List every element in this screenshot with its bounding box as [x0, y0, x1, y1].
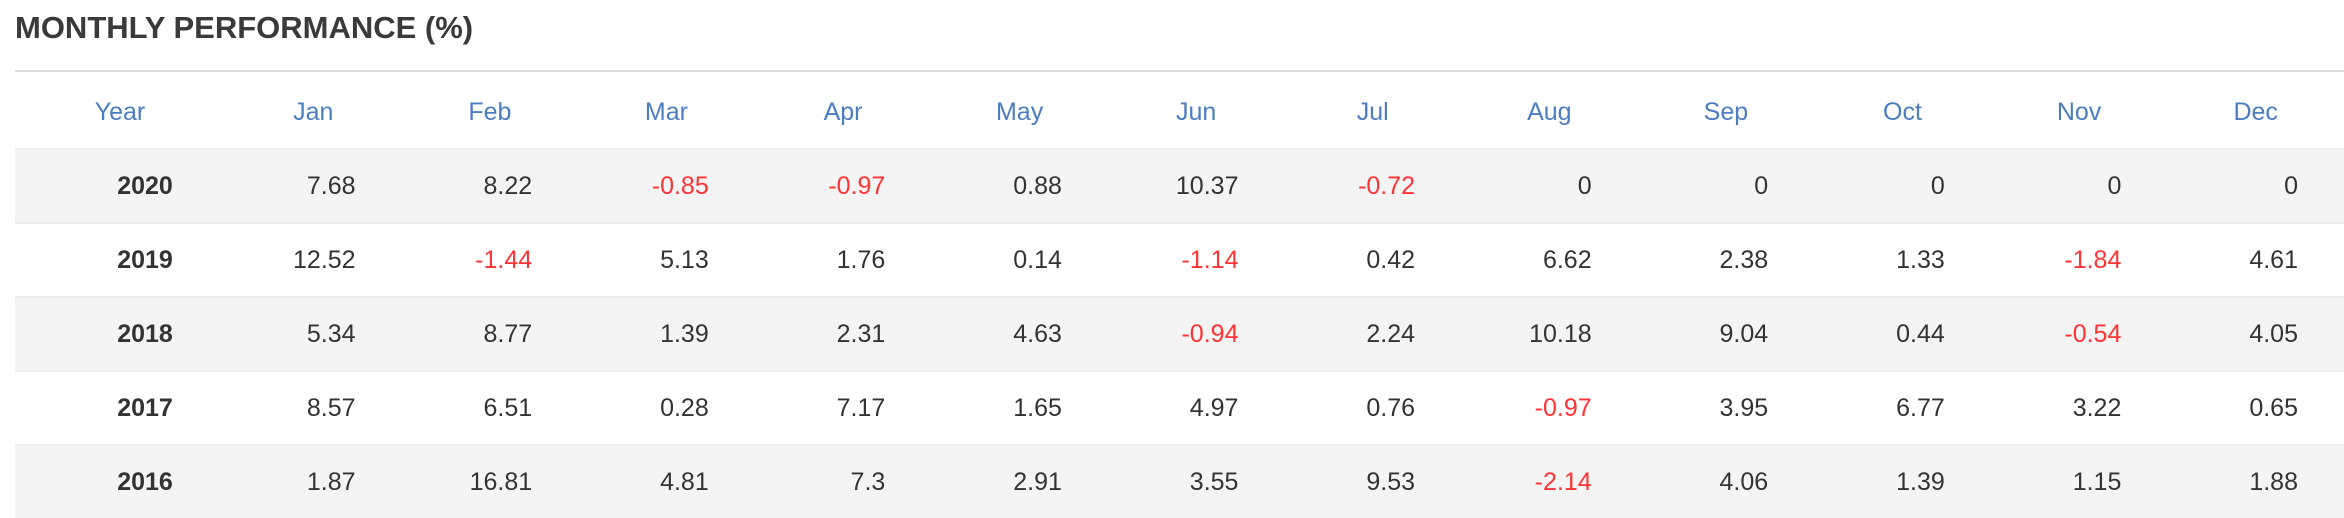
value-cell: 8.57 — [225, 370, 402, 445]
value-cell: 0.44 — [1814, 296, 1991, 371]
table-row: 2018 5.34 8.77 1.39 2.31 4.63 -0.94 2.24 10.18 9.… — [15, 296, 2344, 371]
table-row: 2016 1.87 16.81 4.81 7.3 2.91 3.55 9.53 -2.14 4.0… — [15, 444, 2344, 518]
value-cell: 0 — [1461, 148, 1638, 223]
value-cell: -0.94 — [1107, 296, 1285, 371]
column-header: Dec — [2233, 97, 2278, 126]
value-cell: 9.53 — [1284, 444, 1462, 518]
value-cell: 8.22 — [401, 148, 579, 223]
section-title: MONTHLY PERFORMANCE (%) — [15, 10, 474, 45]
value-cell: 8.77 — [401, 296, 579, 371]
value-cell: 2.31 — [754, 296, 932, 371]
value-cell: 0 — [1990, 148, 2168, 223]
value-cell: 0.65 — [2167, 370, 2344, 445]
value-cell: 6.51 — [401, 370, 579, 445]
value-cell: 4.06 — [1637, 444, 1815, 518]
value-cell: 2.38 — [1637, 222, 1815, 297]
value-cell: 1.15 — [1990, 444, 2168, 518]
value-cell: 0 — [1814, 148, 1991, 223]
value-cell: 1.39 — [1814, 444, 1991, 518]
table-row: 2020 7.68 8.22 -0.85 -0.97 0.88 10.37 -0.72 0 0 0 0… — [15, 148, 2344, 223]
column-header: Nov — [2056, 97, 2102, 126]
value-cell: -1.14 — [1107, 222, 1285, 297]
value-cell: 4.81 — [578, 444, 755, 518]
value-cell: 0.76 — [1284, 370, 1462, 445]
value-cell: 4.97 — [1107, 370, 1285, 445]
column-header: Jan — [293, 97, 334, 126]
value-cell: -2.14 — [1461, 444, 1638, 518]
table-row: 2019 12.52 -1.44 5.13 1.76 0.14 -1.14 0.42 6.62 2… — [15, 222, 2344, 297]
value-cell: 5.13 — [578, 222, 755, 297]
value-cell: 6.77 — [1814, 370, 1991, 445]
value-cell: 4.63 — [931, 296, 1108, 371]
value-cell: 2.24 — [1284, 296, 1462, 371]
column-header: Jun — [1176, 97, 1217, 126]
value-cell: 3.55 — [1107, 444, 1285, 518]
column-header: Sep — [1703, 97, 1749, 126]
value-cell: 0.88 — [931, 148, 1108, 223]
column-header: Mar — [644, 97, 688, 126]
value-cell: 1.33 — [1814, 222, 1991, 297]
value-cell: -0.97 — [1461, 370, 1638, 445]
value-cell: 1.88 — [2167, 444, 2344, 518]
value-cell: -1.84 — [1990, 222, 2168, 297]
table-body: 2020 7.68 8.22 -0.85 -0.97 0.88 10.37 -0.72 0 0 0 0… — [15, 148, 2344, 518]
column-header: Jul — [1356, 97, 1389, 126]
year-cell: 2017 — [15, 370, 225, 445]
value-cell: 0 — [2167, 148, 2344, 223]
table-row: 2017 8.57 6.51 0.28 7.17 1.65 4.97 0.76 -0.97 3.9… — [15, 370, 2344, 445]
value-cell: 7.17 — [754, 370, 932, 445]
value-cell: 12.52 — [225, 222, 402, 297]
value-cell: 0.14 — [931, 222, 1108, 297]
value-cell: 10.18 — [1461, 296, 1638, 371]
value-cell: 1.65 — [931, 370, 1108, 445]
value-cell: 4.61 — [2167, 222, 2344, 297]
value-cell: 6.62 — [1461, 222, 1638, 297]
value-cell: 10.37 — [1107, 148, 1285, 223]
value-cell: 0.42 — [1284, 222, 1462, 297]
value-cell: 2.91 — [931, 444, 1108, 518]
column-header: Feb — [468, 97, 512, 126]
value-cell: 3.95 — [1637, 370, 1815, 445]
value-cell: 4.05 — [2167, 296, 2344, 371]
column-header: Apr — [823, 97, 863, 126]
column-header: May — [995, 97, 1044, 126]
value-cell: -0.85 — [578, 148, 755, 223]
value-cell: -0.54 — [1990, 296, 2168, 371]
value-cell: -0.72 — [1284, 148, 1462, 223]
year-cell: 2018 — [15, 296, 225, 371]
value-cell: 3.22 — [1990, 370, 2168, 445]
value-cell: 0.28 — [578, 370, 755, 445]
divider — [15, 70, 2344, 72]
value-cell: 7.3 — [754, 444, 932, 518]
year-cell: 2019 — [15, 222, 225, 297]
column-header: Oct — [1883, 97, 1922, 126]
value-cell: 1.39 — [578, 296, 755, 371]
value-cell: 5.34 — [225, 296, 402, 371]
year-cell: 2016 — [15, 444, 225, 518]
header-row: Year Jan Feb Mar Apr May Jun Jul Aug Sep Oct Nov Dec — [15, 76, 2344, 149]
column-header: Year — [94, 97, 146, 126]
value-cell: -1.44 — [401, 222, 579, 297]
value-cell: -0.97 — [754, 148, 932, 223]
column-header: Aug — [1527, 97, 1572, 126]
year-cell: 2020 — [15, 148, 225, 223]
value-cell: 9.04 — [1637, 296, 1815, 371]
performance-table: Year Jan Feb Mar Apr May Jun Jul Aug Sep Oct Nov Dec… — [15, 76, 2344, 518]
value-cell: 0 — [1637, 148, 1815, 223]
value-cell: 16.81 — [401, 444, 579, 518]
value-cell: 1.76 — [754, 222, 932, 297]
value-cell: 1.87 — [225, 444, 402, 518]
value-cell: 7.68 — [225, 148, 402, 223]
